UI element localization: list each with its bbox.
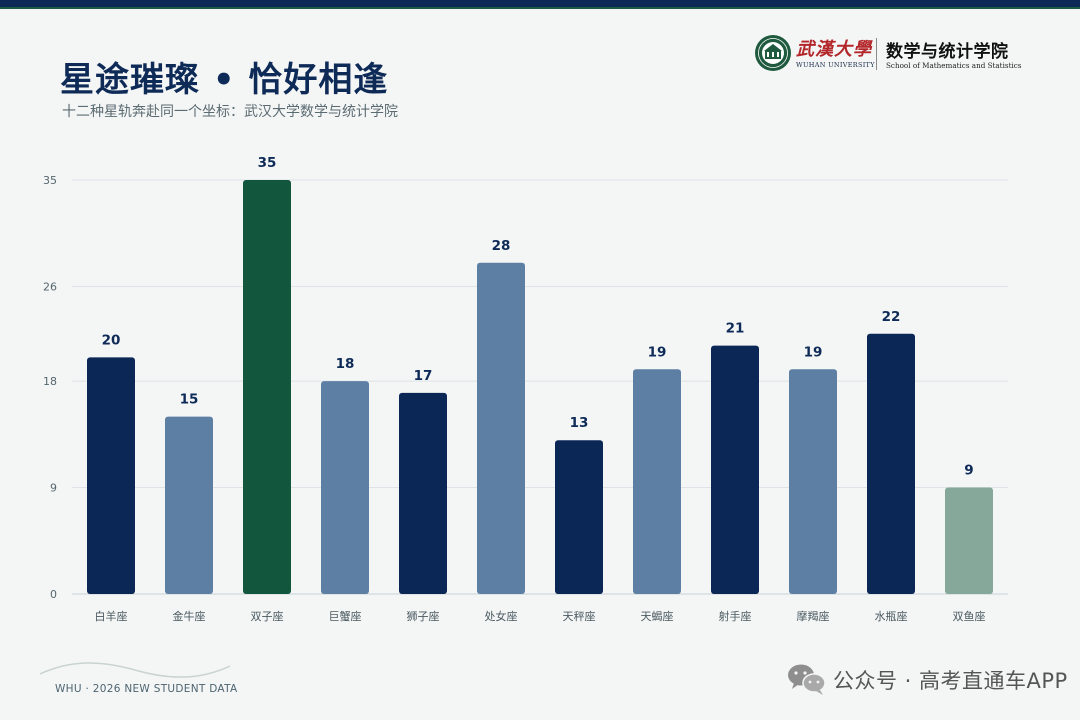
y-tick-label: 0 [50,588,57,601]
bar-value-label: 13 [570,415,589,431]
university-name-en: WUHAN UNIVERSITY [796,61,875,69]
y-tick-label: 18 [43,375,57,388]
bar [867,333,915,594]
x-tick-label: 双子座 [251,609,284,623]
bar [711,345,759,594]
x-tick-label: 射手座 [719,609,752,623]
top-accent-bar [0,0,1080,7]
x-tick-label: 双鱼座 [953,609,986,623]
bar-value-label: 19 [804,344,823,360]
bar-value-label: 19 [648,344,667,360]
bar-value-label: 35 [258,155,277,171]
bar [477,262,525,594]
bar-chart: 0 9 18 26 35 20 白羊座 15 金牛座 35 双子座 18 巨蟹座 17 狮子座 28 处女座 13… [43,155,1008,623]
bar-value-label: 17 [414,368,433,384]
bar [945,487,993,594]
x-tick-label: 天蝎座 [641,609,674,623]
y-tick-label: 35 [43,174,57,187]
bar-value-label: 20 [102,332,121,348]
bar [789,369,837,594]
x-tick-label: 巨蟹座 [329,609,362,623]
x-tick-label: 水瓶座 [875,609,908,623]
university-seal-icon [755,35,791,71]
x-tick-label: 白羊座 [95,609,128,623]
bar [87,357,135,594]
university-logo: 武漢大學 WUHAN UNIVERSITY 数学与统计学院 School of … [754,34,1024,74]
x-tick-label: 天秤座 [563,609,596,623]
bar [243,180,291,594]
school-name-cn: 数学与统计学院 [886,42,1009,62]
university-name-cn: 武漢大學 [796,39,872,60]
page-subtitle: 十二种星轨奔赴同一个坐标：武汉大学数学与统计学院 [62,104,398,120]
bar [165,416,213,594]
x-tick-label: 金牛座 [173,609,206,623]
bar-value-label: 21 [726,321,745,337]
page-title: 星途璀璨 • 恰好相逢 [60,60,389,100]
x-tick-label: 处女座 [485,609,518,623]
y-tick-label: 26 [43,280,57,293]
decorative-wave [40,662,230,678]
wechat-icon [788,664,826,695]
watermark-text: 公众号 · 高考直通车APP [833,669,1068,693]
bar-value-label: 15 [180,392,199,408]
watermark: 公众号 · 高考直通车APP [786,662,1067,698]
bar-value-label: 22 [882,309,901,325]
bar [399,392,447,594]
school-name-en: School of Mathematics and Statistics [886,61,1022,70]
bar [555,440,603,594]
bar-value-label: 28 [492,238,511,254]
top-accent-line [0,7,1080,9]
y-tick-label: 9 [50,482,57,495]
bar-value-label: 18 [336,356,355,372]
bar [321,381,369,594]
x-tick-label: 摩羯座 [797,609,830,623]
x-tick-label: 狮子座 [407,609,440,623]
footer-caption: WHU · 2026 NEW STUDENT DATA [55,683,238,695]
bar-value-label: 9 [964,463,973,479]
bar [633,369,681,594]
logo-divider [876,38,877,70]
